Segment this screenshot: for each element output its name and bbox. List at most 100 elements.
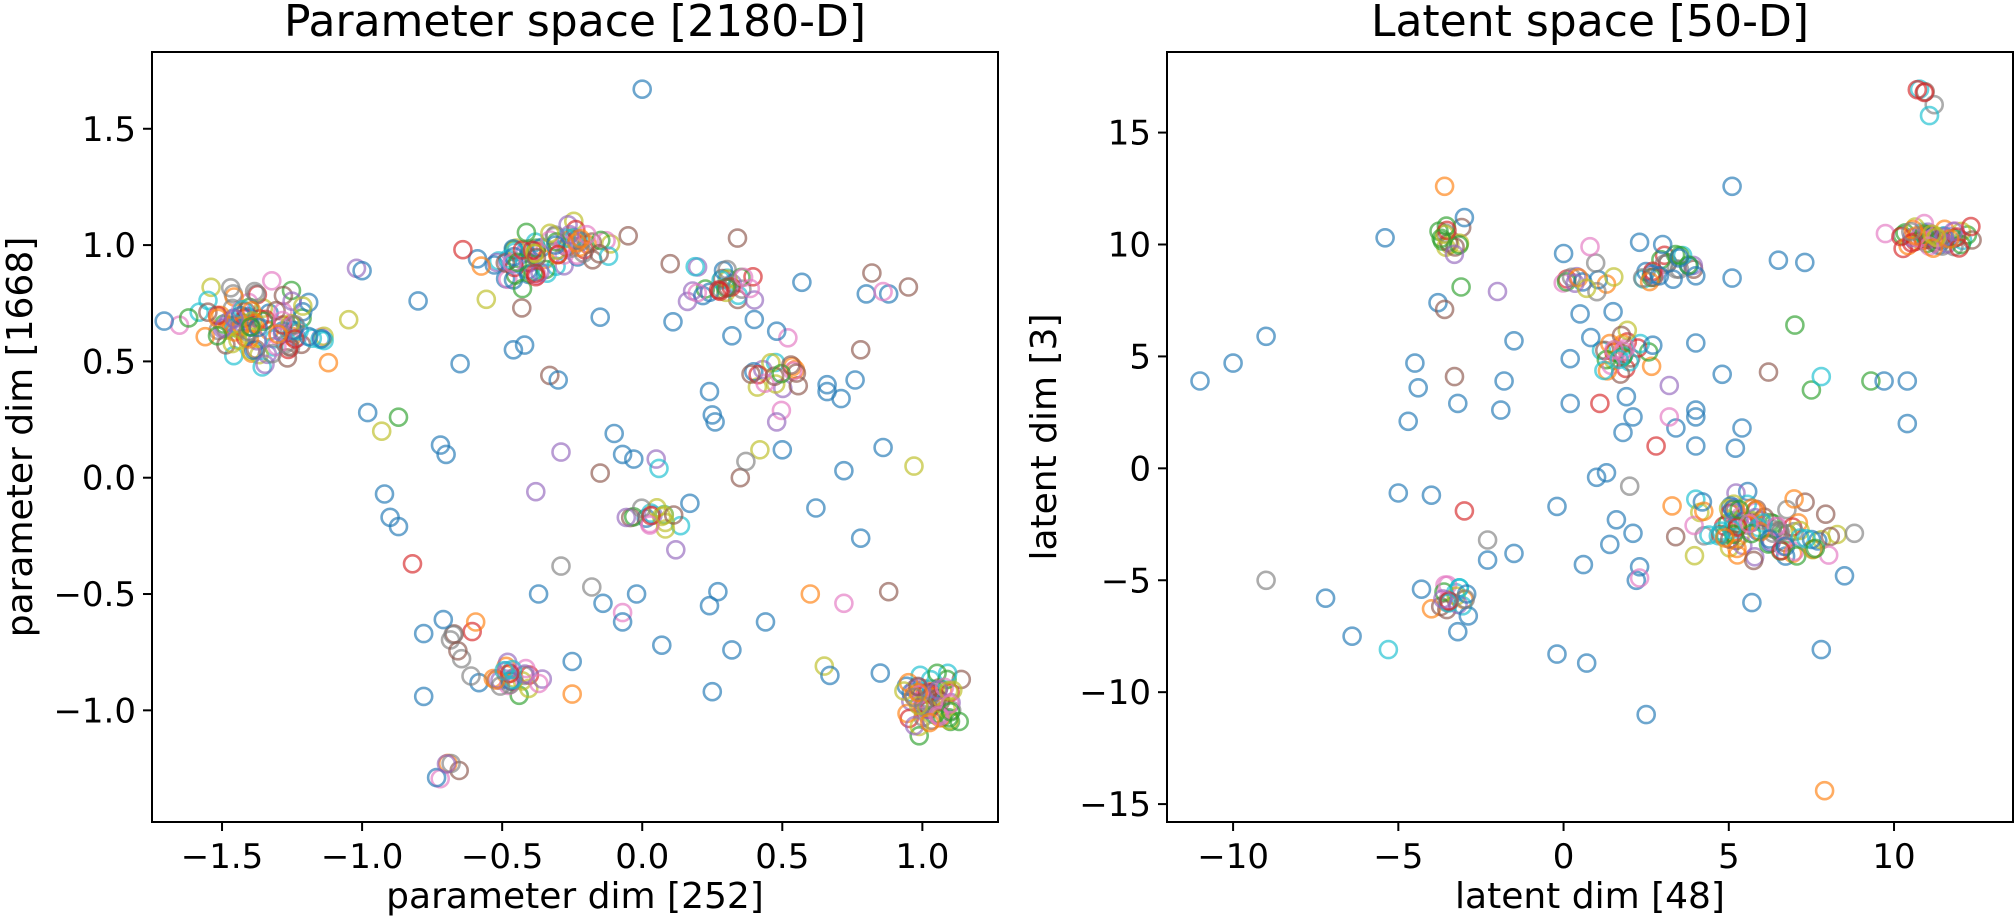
x-tick-label: 0.5	[755, 837, 809, 877]
data-point	[537, 263, 557, 284]
data-point	[1811, 639, 1832, 660]
data-point	[262, 343, 282, 364]
data-point	[178, 308, 199, 328]
data-point	[248, 317, 268, 338]
data-point	[526, 247, 547, 268]
data-point	[646, 449, 667, 469]
data-point	[744, 290, 765, 310]
data-point	[1448, 621, 1468, 642]
data-point	[292, 296, 313, 316]
data-point	[1665, 526, 1686, 547]
data-point	[771, 400, 792, 421]
data-point	[663, 311, 683, 332]
data-point	[1901, 221, 1921, 242]
data-point	[207, 325, 228, 346]
data-point	[540, 223, 560, 244]
data-point	[1940, 229, 1960, 249]
data-point	[266, 300, 286, 321]
data-point	[1616, 386, 1637, 407]
data-point	[1663, 269, 1683, 290]
data-point	[593, 593, 613, 614]
data-point	[1603, 301, 1623, 322]
data-point	[551, 442, 571, 462]
data-point	[1643, 335, 1663, 356]
data-point	[1646, 436, 1666, 456]
data-point	[755, 612, 776, 632]
data-point	[685, 256, 706, 277]
data-point	[612, 602, 633, 623]
data-point	[1669, 248, 1689, 268]
data-point	[318, 352, 339, 373]
data-point	[1487, 281, 1508, 302]
x-tick-label: 5	[1718, 837, 1740, 877]
data-point	[1408, 377, 1428, 398]
data-point	[862, 263, 882, 283]
data-point	[708, 280, 729, 300]
data-point	[1623, 407, 1643, 427]
data-point	[1874, 371, 1894, 391]
data-point	[708, 581, 728, 602]
x-tick-label: −5	[1373, 837, 1423, 877]
data-point	[1814, 780, 1835, 801]
data-point	[1712, 364, 1732, 385]
data-point	[1491, 400, 1511, 420]
data-point	[1504, 543, 1524, 564]
data-point	[909, 725, 930, 746]
data-point	[490, 676, 511, 696]
data-point	[1901, 233, 1922, 253]
data-point	[904, 715, 925, 736]
chart-title: Latent space [50-D]	[1371, 0, 1809, 47]
data-point	[374, 484, 395, 504]
y-tick-label: −10	[1079, 673, 1151, 713]
x-tick-label: 0.0	[615, 837, 669, 877]
data-point	[1454, 501, 1475, 521]
data-point	[589, 244, 610, 264]
data-point	[1388, 483, 1409, 503]
data-point	[1398, 411, 1418, 432]
y-axis-ticks: −1.0 −0.5 0.0 0.5 1.0 1.5	[53, 110, 152, 731]
data-point	[1768, 250, 1789, 271]
data-point	[765, 374, 786, 394]
data-point	[1609, 349, 1629, 370]
axes-frame	[1166, 51, 2014, 823]
data-point	[1431, 228, 1451, 249]
y-tick-label: 15	[1108, 114, 1151, 154]
data-point	[660, 253, 681, 274]
data-point	[1375, 228, 1395, 248]
data-point	[1694, 501, 1714, 522]
data-point	[1815, 504, 1836, 525]
data-point	[1448, 393, 1468, 414]
chart-title: Parameter space [2180-D]	[284, 0, 866, 47]
data-point	[448, 640, 468, 661]
data-point	[1844, 523, 1865, 544]
data-point	[1692, 492, 1713, 512]
data-point	[604, 423, 625, 444]
data-point	[856, 284, 877, 304]
data-point	[1256, 326, 1276, 347]
data-point	[1861, 371, 1881, 391]
data-point	[282, 291, 302, 312]
data-point	[1560, 348, 1580, 369]
data-point	[1659, 375, 1680, 396]
x-tick-label: −0.5	[461, 837, 544, 877]
data-point	[878, 581, 899, 602]
data-point	[285, 314, 305, 335]
data-point	[512, 278, 533, 299]
data-point	[904, 687, 925, 708]
data-point	[1903, 219, 1923, 240]
data-point	[1686, 265, 1706, 286]
data-point	[1924, 94, 1944, 115]
data-point	[1600, 534, 1620, 555]
data-point	[476, 289, 497, 310]
data-point	[1434, 176, 1455, 197]
x-axis-ticks: −10 −5 0 5 10	[1197, 822, 1916, 877]
scatter-markers	[154, 79, 972, 789]
data-point	[224, 309, 244, 329]
data-point	[904, 456, 924, 476]
data-point	[402, 553, 423, 574]
data-point	[761, 352, 781, 373]
data-point	[1922, 224, 1942, 244]
data-point	[261, 270, 282, 291]
data-point	[514, 664, 535, 684]
data-point	[1686, 333, 1706, 353]
